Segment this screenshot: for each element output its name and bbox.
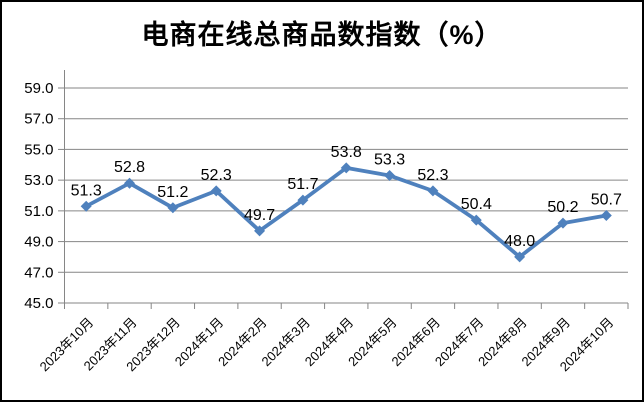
data-point-marker	[470, 214, 482, 226]
y-tick-label: 55.0	[24, 141, 53, 158]
data-point-marker	[340, 162, 352, 174]
data-point-marker	[427, 185, 439, 197]
data-label: 53.8	[331, 144, 362, 161]
data-label: 52.3	[201, 167, 232, 184]
data-label: 50.2	[547, 199, 578, 216]
data-point-marker	[600, 209, 612, 221]
y-tick-label: 45.0	[24, 295, 53, 312]
y-tick-label: 59.0	[24, 80, 53, 97]
data-label: 51.3	[71, 182, 102, 199]
y-tick-label: 57.0	[24, 111, 53, 128]
data-point-marker	[167, 202, 179, 214]
data-label: 51.7	[287, 176, 318, 193]
data-label: 48.0	[504, 233, 535, 250]
y-tick-label: 53.0	[24, 172, 53, 189]
data-point-marker	[297, 194, 309, 206]
data-point-marker	[124, 177, 136, 189]
data-label: 53.3	[374, 152, 405, 169]
data-label: 50.4	[461, 196, 492, 213]
data-label: 52.3	[417, 167, 448, 184]
data-label: 50.7	[591, 191, 622, 208]
data-label: 49.7	[244, 207, 275, 224]
data-point-marker	[384, 170, 396, 182]
data-point-marker	[514, 251, 526, 263]
data-point-marker	[557, 217, 569, 229]
data-point-marker	[80, 200, 92, 212]
y-tick-label: 47.0	[24, 264, 53, 281]
y-tick-label: 49.0	[24, 234, 53, 251]
y-tick-label: 51.0	[24, 203, 53, 220]
data-point-marker	[210, 185, 222, 197]
data-label: 52.8	[114, 159, 145, 176]
data-label: 51.2	[157, 184, 188, 201]
chart-title: 电商在线总商品数指数（%）	[141, 20, 503, 50]
